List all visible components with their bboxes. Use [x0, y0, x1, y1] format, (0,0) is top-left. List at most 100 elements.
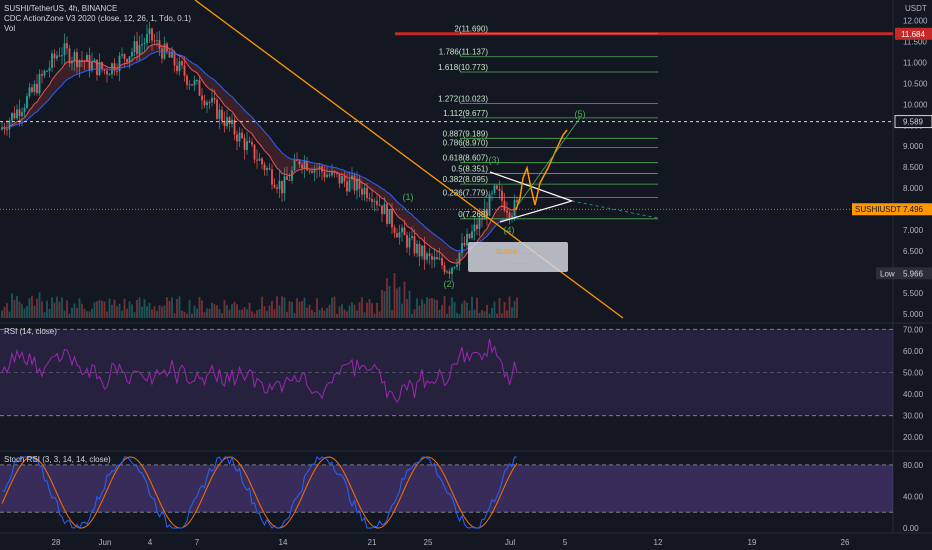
volume-bar	[198, 296, 201, 318]
volume-bar	[438, 309, 441, 318]
volume-bar	[131, 304, 133, 318]
volume-bar	[383, 291, 386, 318]
volume-bar	[373, 313, 376, 318]
stoch-d-line	[1, 456, 518, 529]
candle-body	[318, 166, 321, 170]
price-tick-label: 8.500	[903, 163, 924, 172]
volume-bar	[348, 305, 351, 318]
candle-body	[176, 65, 178, 72]
candle-body	[76, 52, 78, 68]
projected-wave-path	[515, 129, 568, 211]
volume-bar	[3, 306, 6, 318]
candle-body	[123, 54, 126, 59]
volume-bar	[243, 307, 246, 318]
candle-body	[461, 242, 463, 253]
fib-level-label: 0(7.268)	[458, 210, 488, 219]
candle-body	[23, 107, 26, 113]
volume-bar	[453, 302, 456, 318]
volume-bar	[403, 281, 406, 318]
fib-level-label: 0.5(8.351)	[452, 164, 489, 173]
candle-body	[408, 237, 411, 248]
volume-bar	[241, 309, 243, 318]
volume-bar	[311, 309, 313, 318]
volume-bar	[473, 309, 476, 318]
volume-bar	[358, 302, 361, 318]
volume-bar	[163, 305, 166, 318]
volume-bar	[253, 313, 256, 318]
candle-body	[356, 178, 358, 191]
fib-level-label: 0.887(9.189)	[443, 129, 489, 138]
volume-bar	[263, 306, 266, 318]
candle-body	[346, 181, 348, 192]
volume-bar	[271, 300, 273, 318]
volume-bar	[193, 305, 196, 318]
candle-body	[433, 257, 436, 260]
volume-bar	[463, 300, 466, 318]
candle-body	[446, 271, 448, 273]
price-tick-label: 5.000	[903, 310, 924, 319]
candle-body	[326, 174, 328, 178]
volume-bar	[411, 313, 413, 318]
candle-body	[443, 265, 446, 273]
candle-body	[411, 236, 413, 238]
candle-body	[273, 184, 276, 188]
candle-body	[28, 87, 31, 97]
stoch-legend: Stoch RSI (3, 3, 14, 14, close)	[4, 455, 111, 464]
candle-body	[436, 257, 438, 260]
volume-bar	[308, 304, 311, 318]
stoch-tick-label: 40.00	[903, 492, 924, 501]
volume-bar	[113, 299, 116, 318]
volume-bar	[436, 300, 438, 318]
candle-body	[438, 258, 441, 260]
candle-body	[113, 63, 116, 72]
candle-body	[208, 102, 211, 104]
rsi-line	[1, 338, 518, 404]
volume-bar	[56, 296, 58, 318]
low-badge-value: 5.966	[903, 269, 924, 278]
candle-body	[33, 83, 36, 93]
candle-body	[41, 74, 43, 76]
volume-bar	[366, 302, 368, 318]
candle-body	[476, 224, 478, 229]
price-tick-label: 9.000	[903, 142, 924, 151]
candle-body	[358, 178, 361, 189]
volume-bar	[401, 303, 403, 318]
candle-body	[336, 173, 338, 175]
volume-bar	[421, 299, 423, 318]
candle-body	[511, 215, 513, 218]
candle-body	[138, 45, 141, 55]
volume-bar	[471, 296, 473, 318]
candle-body	[136, 41, 138, 55]
volume-bar	[468, 310, 471, 318]
candle-body	[458, 252, 461, 265]
volume-bar	[206, 308, 208, 318]
candle-body	[93, 59, 96, 62]
volume-bar	[71, 307, 73, 318]
candle-body	[378, 204, 381, 206]
wave-label: (4)	[504, 225, 515, 235]
volume-bar	[441, 304, 443, 318]
resistance-badge-label: 11.684	[901, 30, 925, 39]
volume-bar	[426, 297, 428, 318]
stoch-tick-label: 0.00	[903, 524, 919, 533]
candle-body	[81, 60, 83, 62]
candle-body	[213, 97, 216, 100]
volume-bar	[511, 307, 513, 318]
volume-bar	[503, 301, 506, 318]
candle-body	[43, 70, 46, 76]
current-price-label: 7.496	[903, 205, 924, 214]
candle-body	[286, 176, 288, 180]
time-tick-label: 7	[195, 538, 200, 547]
candle-body	[428, 253, 431, 257]
volume-bar	[481, 310, 483, 318]
volume-bar	[313, 312, 316, 318]
volume-bar	[406, 299, 408, 318]
candle-body	[16, 109, 18, 119]
volume-bar	[11, 293, 13, 318]
candle-body	[161, 48, 163, 59]
volume-bar	[491, 307, 493, 318]
price-tick-label: 10.500	[903, 79, 928, 88]
volume-bar	[448, 305, 451, 318]
candle-body	[6, 129, 8, 131]
